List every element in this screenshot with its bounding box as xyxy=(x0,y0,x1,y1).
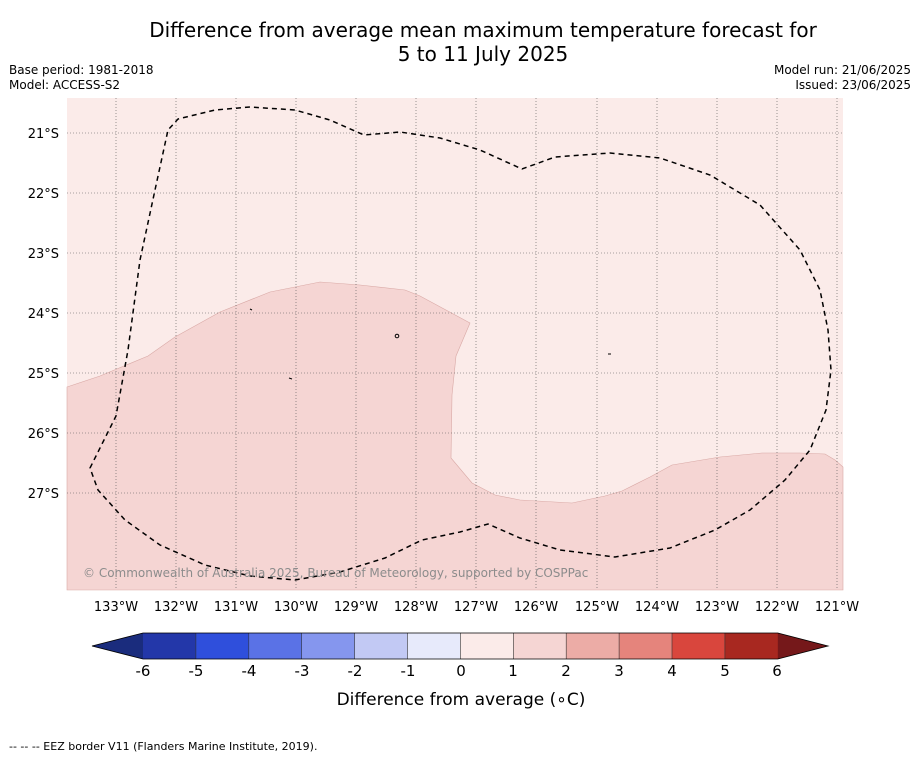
lon-label: 130°W xyxy=(274,600,318,615)
colorbar-segment xyxy=(354,633,408,659)
colorbar-under-arrow xyxy=(92,633,143,659)
colorbar-tick-label: 6 xyxy=(772,662,782,680)
lon-label: 123°W xyxy=(695,600,739,615)
islands xyxy=(249,308,611,380)
model-run: Model run: 21/06/2025 xyxy=(773,63,911,77)
colorbar-tick-label: -2 xyxy=(348,662,363,680)
lat-label: 23°S xyxy=(28,247,59,262)
base-period: Base period: 1981-2018 xyxy=(9,63,154,77)
colorbar-tick-label: -6 xyxy=(136,662,151,680)
island-mark xyxy=(249,308,253,311)
map-title: Difference from average mean maximum tem… xyxy=(0,18,919,66)
lat-label: 22°S xyxy=(28,187,59,202)
colorbar-ticks: -6 -5 -4 -3 -2 -1 0 1 2 3 4 5 6 xyxy=(136,662,782,680)
lon-label: 132°W xyxy=(154,600,198,615)
lon-label: 124°W xyxy=(635,600,679,615)
colorbar-segment xyxy=(566,633,620,659)
lon-label: 125°W xyxy=(575,600,619,615)
model-name: Model: ACCESS-S2 xyxy=(9,78,121,92)
colorbar-over-arrow xyxy=(777,633,828,659)
lon-label: 133°W xyxy=(94,600,138,615)
title-line-1: Difference from average mean maximum tem… xyxy=(149,18,817,42)
colorbar-segment xyxy=(195,633,250,659)
lon-label: 129°W xyxy=(334,600,378,615)
colorbar-segment xyxy=(143,633,197,659)
colorbar-tick-label: 0 xyxy=(456,662,466,680)
latitude-labels: 21°S 22°S 23°S 24°S 25°S 26°S 27°S xyxy=(28,127,59,502)
colorbar-outline xyxy=(91,632,830,660)
colorbar-segment xyxy=(460,633,514,659)
lat-label: 27°S xyxy=(28,487,59,502)
colorbar-segment xyxy=(619,633,673,659)
meta-right: Model run: 21/06/2025 Issued: 23/06/2025 xyxy=(774,63,911,93)
colorbar-segment xyxy=(672,633,726,659)
colorbar xyxy=(91,632,830,660)
lat-label: 24°S xyxy=(28,307,59,322)
colorbar-tick-label: 2 xyxy=(561,662,571,680)
title-line-2: 5 to 11 July 2025 xyxy=(397,42,569,66)
lat-label: 25°S xyxy=(28,367,59,382)
island-dot xyxy=(394,333,400,339)
colorbar-segment xyxy=(513,633,567,659)
colorbar-tick-label: -5 xyxy=(189,662,204,680)
colorbar-title: Difference from average (∘C) xyxy=(337,690,586,710)
colorbar-tick-label: 4 xyxy=(667,662,677,680)
colorbar-tick-label: -3 xyxy=(295,662,310,680)
colorbar-tick-label: 1 xyxy=(508,662,518,680)
colorbar-segment xyxy=(301,633,355,659)
island-mark xyxy=(288,377,293,380)
longitude-labels: 133°W 132°W 131°W 130°W 129°W 128°W 127°… xyxy=(94,600,859,615)
lon-label: 131°W xyxy=(214,600,258,615)
lon-label: 128°W xyxy=(394,600,438,615)
issued-date: Issued: 23/06/2025 xyxy=(795,78,911,92)
lat-label: 21°S xyxy=(28,127,59,142)
eez-footnote: -- -- -- EEZ border V11 (Flanders Marine… xyxy=(9,740,318,753)
colorbar-segment xyxy=(724,633,779,659)
copyright-notice: © Commonwealth of Australia 2025, Bureau… xyxy=(83,566,588,580)
colorbar-tick-label: -1 xyxy=(401,662,416,680)
colorbar-tick-label: 5 xyxy=(720,662,730,680)
lon-label: 122°W xyxy=(755,600,799,615)
lon-label: 121°W xyxy=(815,600,859,615)
lon-label: 126°W xyxy=(514,600,558,615)
colorbar-tick-label: 3 xyxy=(614,662,624,680)
colorbar-segment xyxy=(407,633,461,659)
colorbar-tick-label: -4 xyxy=(242,662,257,680)
lon-label: 127°W xyxy=(454,600,498,615)
gridlines xyxy=(67,98,843,590)
lat-label: 26°S xyxy=(28,427,59,442)
warm-anomaly-region xyxy=(66,281,844,591)
colorbar-segment xyxy=(248,633,303,659)
meta-left: Base period: 1981-2018 Model: ACCESS-S2 xyxy=(9,63,154,93)
